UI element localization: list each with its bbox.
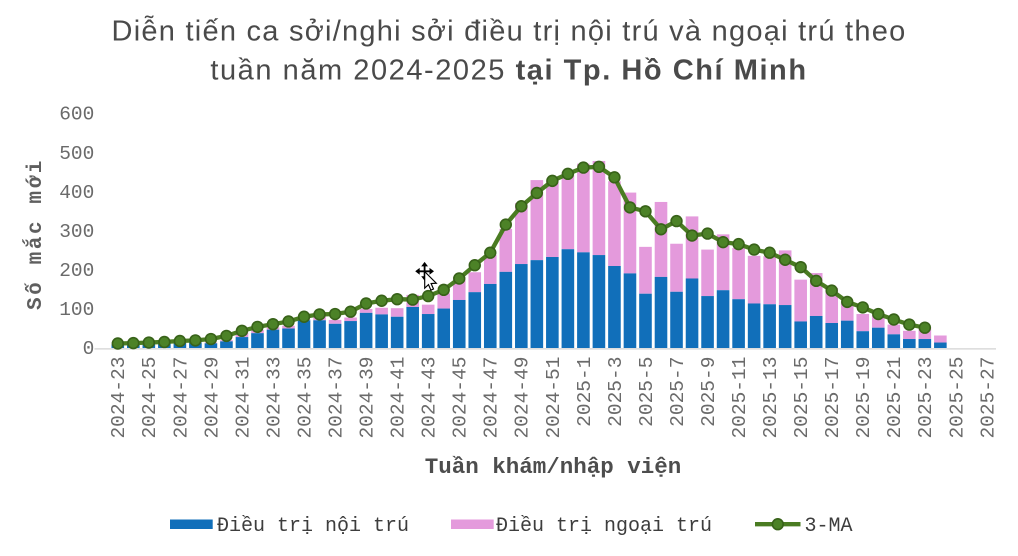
- svg-text:2024-35: 2024-35: [294, 357, 316, 439]
- svg-text:200: 200: [59, 260, 94, 282]
- svg-text:2024-51: 2024-51: [543, 357, 565, 439]
- svg-text:2025-13: 2025-13: [760, 357, 782, 439]
- svg-text:100: 100: [59, 299, 94, 321]
- svg-text:2024-31: 2024-31: [232, 357, 254, 439]
- svg-text:Số mắc mới: Số mắc mới: [23, 158, 48, 310]
- svg-text:2025-25: 2025-25: [946, 357, 968, 439]
- svg-text:2025-3: 2025-3: [605, 357, 627, 427]
- svg-text:600: 600: [59, 104, 94, 126]
- svg-text:2024-41: 2024-41: [388, 357, 410, 439]
- svg-text:2025-9: 2025-9: [698, 357, 720, 427]
- svg-text:2024-39: 2024-39: [357, 357, 379, 439]
- svg-text:2024-23: 2024-23: [108, 357, 130, 439]
- svg-text:2025-19: 2025-19: [853, 357, 875, 439]
- svg-text:2025-17: 2025-17: [822, 357, 844, 439]
- svg-text:2024-25: 2024-25: [139, 357, 161, 439]
- svg-text:2024-45: 2024-45: [450, 357, 472, 439]
- svg-text:2024-33: 2024-33: [263, 357, 285, 439]
- svg-text:2024-37: 2024-37: [325, 357, 347, 439]
- svg-text:400: 400: [59, 182, 94, 204]
- svg-text:Diễn tiến ca sởi/nghi sởi điều: Diễn tiến ca sởi/nghi sởi điều trị nội t…: [112, 15, 907, 48]
- svg-text:500: 500: [59, 143, 94, 165]
- svg-text:Điều trị ngoại trú: Điều trị ngoại trú: [496, 515, 712, 538]
- svg-text:2025-21: 2025-21: [884, 357, 906, 439]
- svg-text:2024-47: 2024-47: [481, 357, 503, 439]
- svg-text:2024-27: 2024-27: [170, 357, 192, 439]
- svg-text:2025-5: 2025-5: [636, 357, 658, 427]
- svg-text:2025-1: 2025-1: [574, 357, 596, 427]
- svg-text:2025-7: 2025-7: [667, 357, 689, 427]
- svg-text:2025-15: 2025-15: [791, 357, 813, 439]
- svg-text:tuần năm 2024-2025 tại Tp. Hồ: tuần năm 2024-2025 tại Tp. Hồ Chí Minh: [210, 55, 807, 87]
- svg-text:0: 0: [83, 338, 95, 360]
- svg-text:2024-49: 2024-49: [512, 357, 534, 439]
- svg-text:2025-27: 2025-27: [977, 357, 999, 439]
- svg-text:2025-23: 2025-23: [915, 357, 937, 439]
- svg-text:Điều trị nội trú: Điều trị nội trú: [217, 515, 409, 538]
- svg-text:Tuần khám/nhập viện: Tuần khám/nhập viện: [425, 454, 682, 480]
- svg-text:3-MA: 3-MA: [805, 515, 853, 538]
- svg-text:2024-29: 2024-29: [201, 357, 223, 439]
- svg-text:300: 300: [59, 221, 94, 243]
- svg-text:2024-43: 2024-43: [419, 357, 441, 439]
- svg-text:2025-11: 2025-11: [729, 357, 751, 439]
